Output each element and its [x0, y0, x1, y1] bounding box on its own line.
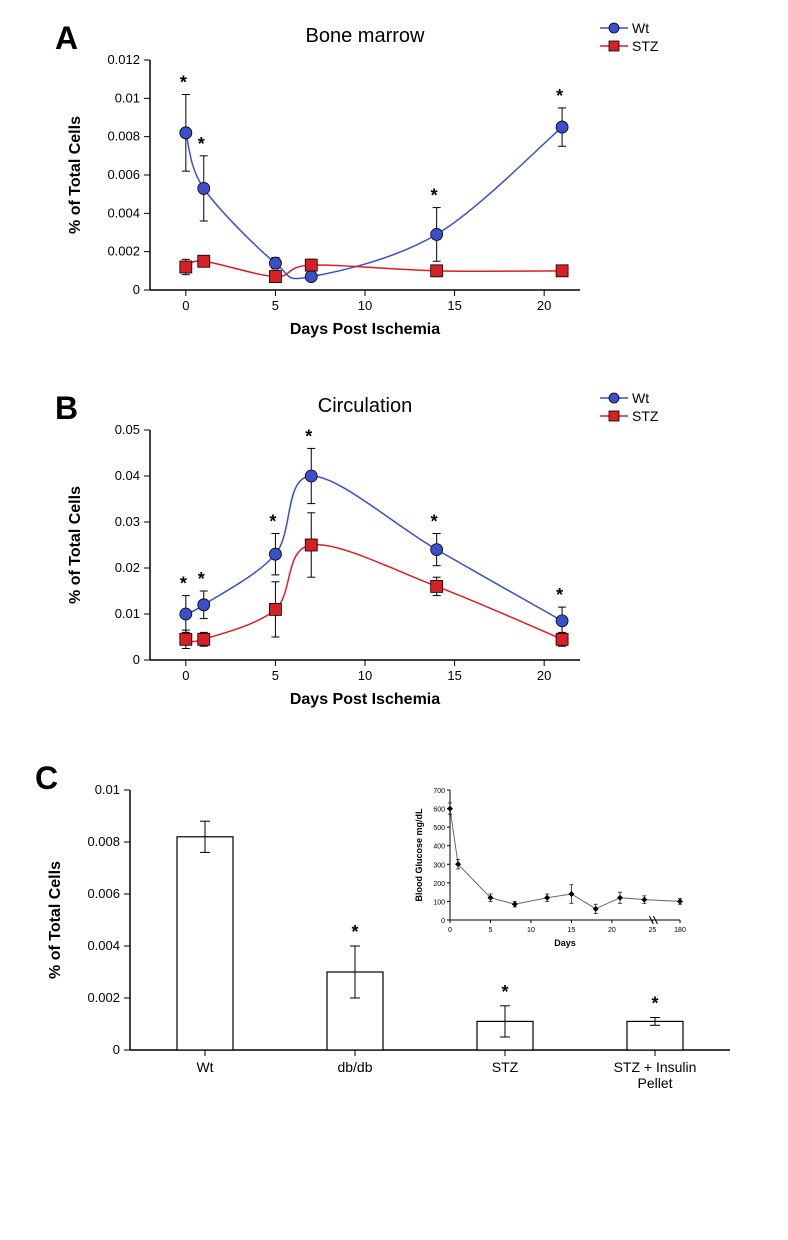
svg-text:*: *	[501, 982, 508, 1002]
svg-text:*: *	[431, 186, 438, 206]
svg-text:5: 5	[272, 298, 279, 313]
svg-text:600: 600	[433, 807, 445, 814]
svg-text:0.006: 0.006	[107, 167, 140, 182]
legend-item: STZ	[600, 408, 658, 424]
svg-text:0.004: 0.004	[87, 938, 120, 953]
svg-text:0.04: 0.04	[115, 468, 140, 483]
svg-text:STZ + Insulin: STZ + Insulin	[614, 1059, 697, 1075]
svg-text:% of Total Cells: % of Total Cells	[67, 116, 84, 234]
svg-text:0: 0	[133, 282, 140, 297]
svg-text:0.05: 0.05	[115, 422, 140, 437]
svg-text:Circulation: Circulation	[318, 395, 412, 417]
svg-text:0.01: 0.01	[115, 606, 140, 621]
svg-text:0.006: 0.006	[87, 886, 120, 901]
svg-text:20: 20	[537, 668, 551, 683]
legend-item: STZ	[600, 38, 658, 54]
svg-text:% of Total Cells: % of Total Cells	[47, 861, 64, 979]
svg-text:20: 20	[537, 298, 551, 313]
svg-text:0.02: 0.02	[115, 560, 140, 575]
svg-text:*: *	[556, 585, 563, 605]
svg-text:db/db: db/db	[337, 1059, 372, 1075]
svg-text:15: 15	[447, 298, 461, 313]
svg-text:*: *	[180, 73, 187, 93]
svg-text:200: 200	[433, 881, 445, 888]
svg-text:*: *	[180, 574, 187, 594]
svg-text:0.002: 0.002	[107, 244, 140, 259]
svg-text:*: *	[351, 922, 358, 942]
svg-text:0.01: 0.01	[115, 90, 140, 105]
svg-text:Days Post Ischemia: Days Post Ischemia	[290, 321, 440, 338]
svg-text:Blood Glucose mg/dL: Blood Glucose mg/dL	[414, 808, 424, 902]
svg-text:% of Total Cells: % of Total Cells	[67, 486, 84, 604]
svg-text:25: 25	[649, 927, 657, 934]
svg-text:300: 300	[433, 862, 445, 869]
svg-text:0: 0	[133, 652, 140, 667]
svg-text:*: *	[431, 512, 438, 532]
svg-text:10: 10	[527, 927, 535, 934]
legend-label: STZ	[632, 408, 658, 424]
svg-text:*: *	[198, 134, 205, 154]
svg-text:0.002: 0.002	[87, 990, 120, 1005]
legend-label: STZ	[632, 38, 658, 54]
svg-text:5: 5	[272, 668, 279, 683]
svg-text:100: 100	[433, 899, 445, 906]
svg-text:0: 0	[182, 298, 189, 313]
panel-c: C 00.0020.0040.0060.0080.01% of Total Ce…	[10, 760, 778, 1140]
svg-text:*: *	[305, 426, 312, 446]
svg-text:STZ: STZ	[492, 1059, 519, 1075]
svg-text:10: 10	[358, 298, 372, 313]
svg-text:*: *	[556, 86, 563, 106]
panel-c-chart: 0 0.002 0.004 0.006 0.008 0.01 % of Total Cell…	[10, 760, 778, 1140]
legend-label: Wt	[632, 20, 649, 36]
svg-text:0.008: 0.008	[87, 834, 120, 849]
svg-text:Pellet: Pellet	[637, 1075, 672, 1091]
panel-b-legend: Wt STZ	[600, 390, 658, 426]
legend-label: Wt	[632, 390, 649, 406]
svg-text:*: *	[198, 569, 205, 589]
svg-text:Days Post Ischemia: Days Post Ischemia	[290, 691, 440, 708]
svg-text:5: 5	[489, 927, 493, 934]
svg-text:180: 180	[674, 927, 686, 934]
svg-text:400: 400	[433, 844, 445, 851]
panel-c-inset: 0 100 200 300 400 500 600 700 0 5 10 15 20 25 180 Blood…	[410, 780, 690, 950]
svg-text:*: *	[651, 994, 658, 1014]
svg-text:Days: Days	[554, 938, 576, 948]
svg-text:0: 0	[113, 1042, 120, 1057]
panel-a: A Bone marrow0510152000.0020.0040.0060.0…	[10, 20, 778, 370]
svg-text:15: 15	[568, 927, 576, 934]
svg-text:0.01: 0.01	[95, 782, 120, 797]
legend-item: Wt	[600, 20, 658, 36]
svg-text:10: 10	[358, 668, 372, 683]
svg-text:0.012: 0.012	[107, 52, 140, 67]
panel-a-chart: Bone marrow 0 5 10 15 20 0 0.002 0.004 0.006 0.008…	[10, 20, 778, 370]
svg-text:0: 0	[182, 668, 189, 683]
svg-text:15: 15	[447, 668, 461, 683]
svg-text:500: 500	[433, 825, 445, 832]
svg-text:0: 0	[441, 918, 445, 925]
panel-b-chart: Circulation 0 5 10 15 20 0 0.01 0.02 0.03 0.04 0.05…	[10, 390, 778, 740]
svg-text:700: 700	[433, 788, 445, 795]
panel-a-legend: Wt STZ	[600, 20, 658, 56]
svg-text:Bone marrow: Bone marrow	[306, 25, 425, 47]
svg-text:0.004: 0.004	[107, 205, 140, 220]
svg-text:0: 0	[448, 927, 452, 934]
legend-item: Wt	[600, 390, 658, 406]
svg-text:0.03: 0.03	[115, 514, 140, 529]
svg-text:Wt: Wt	[196, 1059, 213, 1075]
svg-text:*: *	[269, 512, 276, 532]
svg-text:20: 20	[608, 927, 616, 934]
svg-text:0.008: 0.008	[107, 129, 140, 144]
panel-b: B Circulation0510152000.010.020.030.040.…	[10, 390, 778, 740]
